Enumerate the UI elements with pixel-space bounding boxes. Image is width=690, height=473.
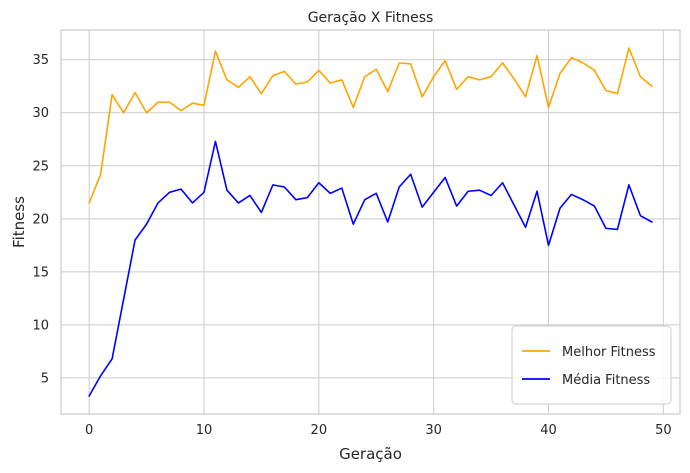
y-tick-label: 20 xyxy=(32,212,49,227)
series-line-0 xyxy=(88,47,653,204)
x-tick-label: 10 xyxy=(196,423,213,438)
x-axis-ticks: 0 10 20 30 40 50 xyxy=(85,423,672,438)
x-tick-label: 30 xyxy=(425,423,442,438)
y-tick-label: 35 xyxy=(32,53,49,68)
legend: Melhor Fitness Média Fitness xyxy=(511,325,672,405)
x-tick-label: 0 xyxy=(85,423,93,438)
series-layer xyxy=(88,47,653,397)
x-tick-label: 20 xyxy=(311,423,328,438)
x-tick-label: 50 xyxy=(655,423,672,438)
legend-label: Média Fitness xyxy=(562,373,650,388)
y-axis-ticks: 5 10 15 20 25 30 35 xyxy=(32,53,49,386)
plot-frame xyxy=(60,29,681,415)
y-axis-label: Fitness xyxy=(10,196,28,248)
y-tick-label: 15 xyxy=(32,265,49,280)
y-tick-label: 5 xyxy=(41,371,49,386)
x-tick-label: 40 xyxy=(540,423,557,438)
series-line-1 xyxy=(88,140,653,397)
legend-box xyxy=(511,325,672,405)
chart-title: Geração X Fitness xyxy=(308,10,434,26)
y-tick-label: 30 xyxy=(32,106,49,121)
legend-label: Melhor Fitness xyxy=(562,345,656,360)
y-tick-label: 25 xyxy=(32,159,49,174)
y-tick-label: 10 xyxy=(32,318,49,333)
x-axis-label: Geração xyxy=(339,445,402,463)
